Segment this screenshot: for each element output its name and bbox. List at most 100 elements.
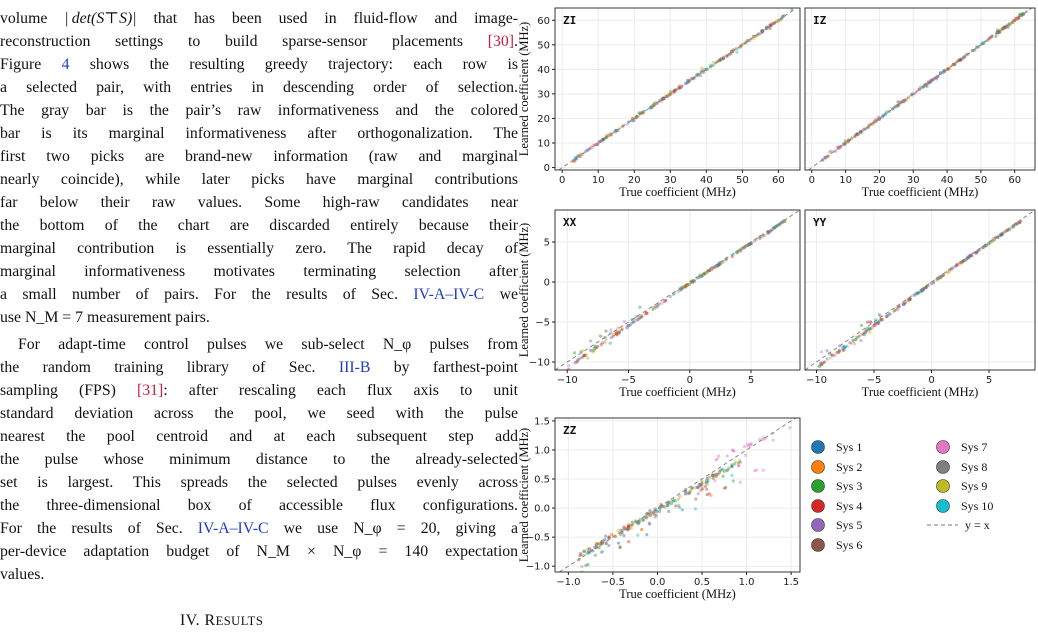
scatter-point xyxy=(622,319,627,324)
scatter-point xyxy=(586,563,590,567)
scatter-point xyxy=(991,237,996,241)
scatter-point xyxy=(736,461,740,465)
scatter-point xyxy=(687,491,692,496)
figure-link[interactable]: 4 xyxy=(61,56,70,73)
scatter-point xyxy=(579,552,583,557)
scatter-point xyxy=(870,325,874,329)
scatter-point xyxy=(907,96,911,100)
scatter-point xyxy=(671,499,675,503)
scatter-point xyxy=(771,438,775,442)
scatter-point xyxy=(711,60,715,64)
scatter-point xyxy=(704,480,708,484)
scatter-point xyxy=(639,315,643,319)
section-link[interactable]: III-B xyxy=(338,359,371,376)
scatter-point xyxy=(652,512,656,516)
scatter-point xyxy=(706,269,710,273)
scatter-point xyxy=(664,299,668,303)
section-link[interactable]: IV-A–IV-C xyxy=(413,286,485,303)
panel-frame xyxy=(804,7,1036,171)
citation-link[interactable]: [30] xyxy=(487,33,515,50)
scatter-point xyxy=(1003,25,1008,30)
scatter-point xyxy=(845,344,849,348)
scatter-point xyxy=(585,148,589,153)
scatter-point xyxy=(718,58,722,62)
x-tick-label: 0 xyxy=(928,375,934,386)
legend-marker xyxy=(811,499,825,513)
scatter-point xyxy=(592,348,596,352)
scatter-point xyxy=(761,234,765,238)
scatter-point xyxy=(903,301,907,305)
scatter-point xyxy=(703,484,707,489)
scatter-point xyxy=(598,541,602,546)
scatter-point xyxy=(968,253,973,257)
scatter-point xyxy=(604,541,608,546)
scatter-point xyxy=(706,479,710,483)
scatter-point xyxy=(725,54,729,58)
scatter-point xyxy=(580,355,585,359)
scatter-point xyxy=(699,274,703,278)
scatter-point xyxy=(975,251,979,255)
scatter-point xyxy=(856,133,860,137)
scatter-point xyxy=(895,307,899,311)
scatter-point xyxy=(964,258,968,262)
scatter-point xyxy=(717,471,722,475)
scatter-point xyxy=(706,269,710,273)
scatter-point xyxy=(750,241,754,246)
scatter-point xyxy=(1008,227,1012,231)
scatter-point xyxy=(981,42,985,46)
scatter-point xyxy=(774,224,778,228)
x-tick-label: 0.0 xyxy=(650,577,666,588)
scatter-point xyxy=(885,314,889,319)
scatter-point xyxy=(713,473,717,477)
scatter-point xyxy=(607,133,611,137)
scatter-point xyxy=(740,42,744,47)
scatter-point xyxy=(880,318,885,322)
scatter-point xyxy=(630,321,634,325)
scatter-point xyxy=(637,317,641,321)
scatter-point xyxy=(632,118,636,123)
scatter-point xyxy=(630,118,634,122)
scatter-point xyxy=(600,549,605,554)
scatter-point xyxy=(902,302,906,307)
scatter-point xyxy=(640,528,644,532)
scatter-point xyxy=(758,32,762,36)
scatter-point xyxy=(594,543,599,547)
scatter-point xyxy=(675,289,680,294)
scatter-point xyxy=(577,358,581,362)
scatter-point xyxy=(935,74,939,79)
x-axis-label: True coefficient (MHz) xyxy=(619,385,736,399)
panel-frame xyxy=(554,209,801,371)
scatter-point xyxy=(699,69,703,74)
scatter-point xyxy=(609,328,613,332)
scatter-point xyxy=(907,297,911,301)
scatter-point xyxy=(730,49,734,54)
scatter-point xyxy=(595,142,600,146)
legend-marker xyxy=(936,440,950,454)
section-link[interactable]: IV-A–IV-C xyxy=(197,520,269,537)
scatter-point xyxy=(674,499,678,503)
scatter-point xyxy=(677,503,681,508)
x-tick-label: −0.5 xyxy=(601,577,625,588)
scatter-point xyxy=(903,301,908,305)
scatter-point xyxy=(588,348,592,352)
scatter-point xyxy=(941,71,945,75)
x-axis-label: True coefficient (MHz) xyxy=(619,587,736,601)
scatter-point xyxy=(961,258,966,262)
scatter-point xyxy=(714,458,718,462)
scatter-point xyxy=(692,279,697,283)
scatter-point xyxy=(657,506,662,510)
scatter-point xyxy=(626,528,630,532)
panel-frame xyxy=(554,417,801,573)
scatter-point xyxy=(780,221,784,225)
scatter-point xyxy=(907,95,911,99)
citation-link[interactable]: [31] xyxy=(136,382,164,399)
scatter-point xyxy=(959,261,963,265)
scatter-point xyxy=(626,325,630,329)
scatter-point xyxy=(712,266,716,270)
scatter-point xyxy=(852,342,857,346)
scatter-point xyxy=(713,479,717,483)
scatter-point xyxy=(864,328,868,332)
scatter-point xyxy=(573,159,577,163)
scatter-point xyxy=(645,532,649,537)
scatter-point xyxy=(662,504,666,509)
